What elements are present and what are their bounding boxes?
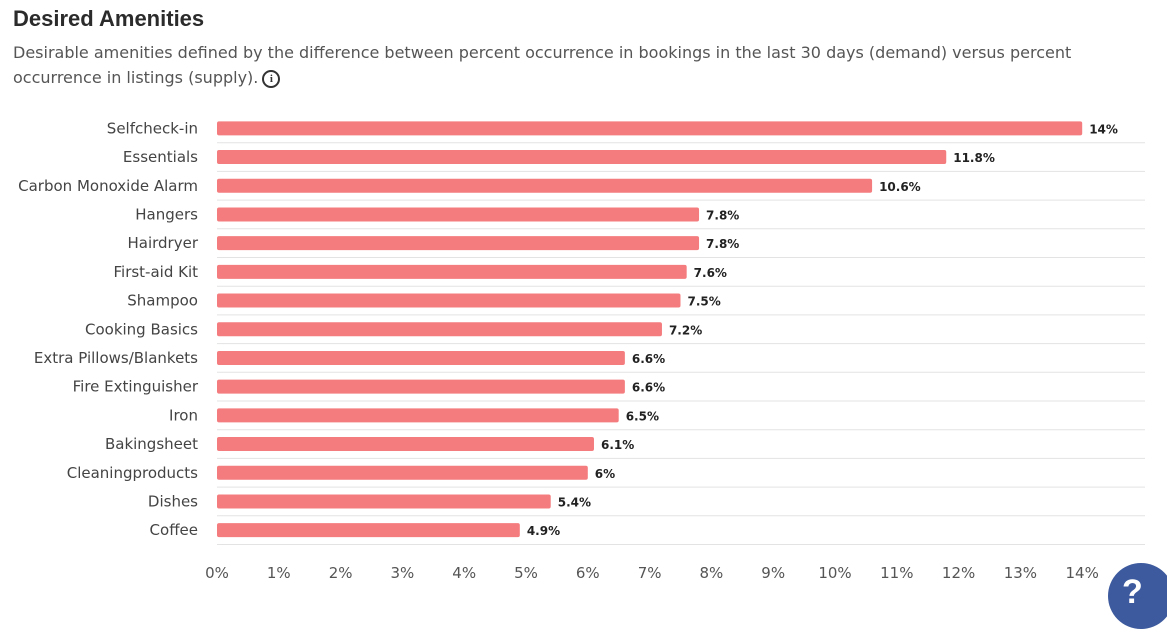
x-tick-label: 1% bbox=[267, 564, 291, 582]
bar bbox=[217, 121, 1083, 136]
subtitle-text: Desirable amenities defined by the diffe… bbox=[13, 43, 1072, 87]
x-tick-label: 11% bbox=[880, 564, 913, 582]
data-label: 10.6% bbox=[879, 180, 921, 194]
x-tick-label: 6% bbox=[576, 564, 600, 582]
category-label: Cleaningproducts bbox=[67, 464, 198, 482]
category-label: Coffee bbox=[150, 521, 198, 539]
bar bbox=[217, 293, 681, 308]
bar bbox=[217, 350, 625, 365]
category-label: Selfcheck-in bbox=[107, 119, 198, 137]
x-tick-label: 2% bbox=[329, 564, 353, 582]
category-label: Hairdryer bbox=[127, 234, 198, 252]
category-label: Fire Extinguisher bbox=[73, 378, 199, 396]
category-label: Bakingsheet bbox=[105, 435, 198, 453]
bar bbox=[217, 207, 700, 222]
x-tick-label: 10% bbox=[818, 564, 851, 582]
bar bbox=[217, 408, 619, 423]
page-title: Desired Amenities bbox=[13, 6, 205, 31]
x-tick-label: 0% bbox=[205, 564, 229, 582]
data-label: 6.5% bbox=[626, 409, 659, 423]
x-tick-label: 4% bbox=[452, 564, 476, 582]
bar bbox=[217, 178, 873, 193]
x-tick-label: 12% bbox=[942, 564, 975, 582]
x-tick-label: 3% bbox=[391, 564, 415, 582]
bar bbox=[217, 150, 947, 165]
bar bbox=[217, 494, 551, 509]
x-tick-label: 8% bbox=[700, 564, 724, 582]
data-label: 5.4% bbox=[558, 495, 591, 509]
data-label: 6% bbox=[595, 467, 615, 481]
data-label: 7.5% bbox=[688, 295, 721, 309]
data-label: 7.6% bbox=[694, 266, 727, 280]
data-label: 7.8% bbox=[706, 237, 739, 251]
data-label: 6.6% bbox=[632, 381, 665, 395]
category-label: Carbon Monoxide Alarm bbox=[18, 177, 198, 195]
bar bbox=[217, 437, 594, 452]
x-tick-label: 13% bbox=[1004, 564, 1037, 582]
data-label: 7.8% bbox=[706, 208, 739, 222]
x-tick-label: 7% bbox=[638, 564, 662, 582]
bar bbox=[217, 264, 687, 279]
data-label: 6.1% bbox=[601, 438, 634, 452]
amenities-bar-chart: Selfcheck-in 14% Essentials 11.8% Carbon Mon… bbox=[18, 119, 1145, 582]
help-button[interactable]: ? bbox=[1108, 563, 1167, 629]
bar bbox=[217, 236, 700, 251]
category-label: Shampoo bbox=[127, 292, 198, 310]
data-label: 7.2% bbox=[669, 323, 702, 337]
bar bbox=[217, 523, 520, 538]
category-label: First-aid Kit bbox=[113, 263, 198, 281]
category-label: Cooking Basics bbox=[85, 320, 198, 338]
category-label: Extra Pillows/Blankets bbox=[34, 349, 198, 367]
data-label: 4.9% bbox=[527, 524, 560, 538]
bar bbox=[217, 465, 588, 480]
category-label: Iron bbox=[169, 406, 198, 424]
bar bbox=[217, 322, 662, 337]
x-tick-label: 9% bbox=[761, 564, 785, 582]
x-tick-label: 5% bbox=[514, 564, 538, 582]
x-tick-label: 14% bbox=[1066, 564, 1099, 582]
category-label: Dishes bbox=[148, 492, 198, 510]
page-subtitle: Desirable amenities defined by the diffe… bbox=[13, 40, 1163, 90]
data-label: 14% bbox=[1089, 122, 1118, 136]
info-circle-icon[interactable]: i bbox=[262, 70, 281, 88]
bar bbox=[217, 379, 625, 394]
data-label: 6.6% bbox=[632, 352, 665, 366]
data-label: 11.8% bbox=[953, 151, 995, 165]
category-label: Hangers bbox=[135, 205, 198, 223]
category-label: Essentials bbox=[123, 148, 198, 166]
